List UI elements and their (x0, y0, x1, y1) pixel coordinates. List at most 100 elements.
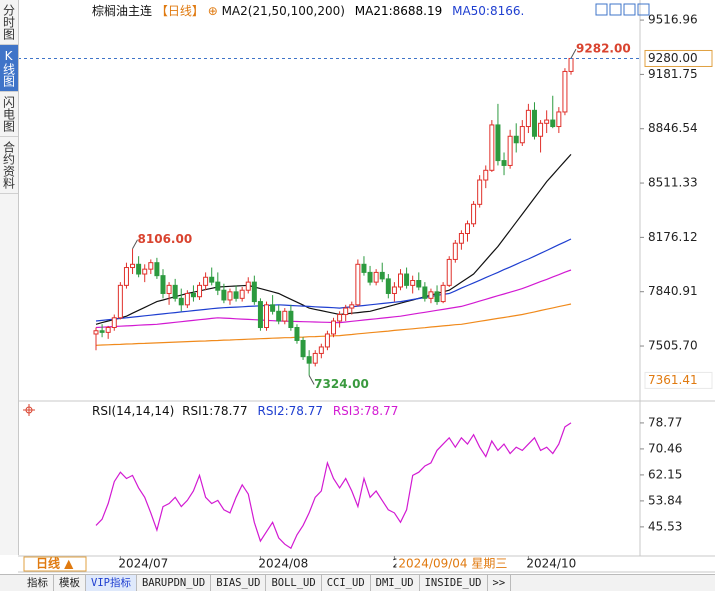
candle-body (117, 284, 123, 319)
candle-body (391, 286, 397, 294)
toolbar-icons[interactable] (595, 3, 650, 16)
candle-body (550, 119, 556, 128)
icon-button[interactable] (595, 3, 608, 16)
chart: 棕榈油主连 【日线】 ⊕ MA2(21,50,100,200) MA21:868… (18, 0, 715, 573)
cursor-date-box (396, 557, 521, 571)
candle-body (544, 119, 550, 124)
candle-body (337, 314, 343, 322)
candle-body (367, 271, 373, 283)
x-tick-label: 2 (392, 557, 400, 571)
candle-body (483, 169, 489, 181)
candle-body (270, 304, 276, 312)
candle-body (130, 263, 136, 269)
side-tab[interactable]: 闪电图 (0, 92, 18, 137)
cursor-date: 2024/09/04 星期三 (398, 557, 507, 571)
y-tick-label: 9181.75 (648, 67, 698, 81)
candle-body (276, 310, 282, 322)
candle-body (93, 330, 99, 335)
candle-body (513, 135, 519, 144)
candle-body (312, 352, 318, 364)
candle-body (507, 135, 513, 166)
last-price-label: 9280.00 (648, 51, 698, 65)
candle-body (233, 291, 239, 299)
candle-body (489, 124, 495, 171)
indicator-tab[interactable]: VIP指标 (86, 575, 137, 591)
indicator-tab[interactable]: INSIDE_UD (420, 575, 488, 591)
icon-button[interactable] (623, 3, 636, 16)
candle-body (471, 203, 477, 225)
bottom-tabs: 指标 模板 VIP指标 BARUPDN_UD BIAS_UD BOLL_UD CCI_UD D… (0, 574, 715, 591)
candle-body (294, 327, 300, 341)
crosshair-price-box (644, 371, 713, 389)
candle-body (288, 310, 294, 329)
annotation: 7324.00 (314, 377, 369, 391)
y-tick-label: 8511.33 (648, 176, 698, 190)
indicator-tab[interactable]: CCI_UD (322, 575, 371, 591)
candle-body (556, 111, 562, 128)
indicator-tab[interactable]: DMI_UD (371, 575, 420, 591)
period-button-frame[interactable] (23, 556, 87, 572)
y-tick-label: 78.77 (648, 415, 682, 429)
candle-body (404, 273, 410, 286)
candle-body (452, 242, 458, 260)
candle-body (239, 289, 245, 299)
candle-body (416, 280, 422, 288)
x-tick-label: 2024/07 (118, 557, 168, 571)
annotation-leader (570, 48, 577, 59)
indicator-tab[interactable]: 模板 (54, 575, 86, 591)
candle-body (264, 304, 270, 329)
candle-body (245, 281, 251, 291)
candle-body (531, 109, 537, 137)
rsi-icon (23, 404, 35, 416)
candle-body (446, 258, 452, 286)
candle-body (373, 271, 379, 283)
candle-body (136, 263, 142, 275)
candle-body (160, 275, 166, 294)
candle-body (464, 223, 470, 235)
symbol: 棕榈油主连 (92, 3, 152, 18)
candle-body (215, 281, 221, 291)
period: 【日线】 (156, 4, 204, 18)
candle-body (306, 356, 312, 364)
y-tick-label: 7840.91 (648, 284, 698, 298)
y-tick-label: 9516.96 (648, 13, 698, 27)
candle-body (434, 291, 440, 303)
y-tick-label: 7505.70 (648, 339, 698, 353)
annotation-leader (132, 239, 138, 249)
annotation: 8106.00 (138, 232, 193, 246)
candle-body (428, 291, 434, 299)
candle-body (123, 267, 129, 286)
candle-body (300, 339, 306, 358)
candle-body (440, 284, 446, 303)
y-tick-label: 8176.12 (648, 230, 698, 244)
indicator-tab[interactable]: >> (488, 575, 512, 591)
side-tab[interactable]: 合约资料 (0, 137, 18, 194)
ma-params: MA2(21,50,100,200) (222, 4, 345, 18)
indicator-tab[interactable]: 指标 (22, 575, 54, 591)
indicator-tab[interactable]: BARUPDN_UD (137, 575, 212, 591)
candle-body (324, 333, 330, 348)
candle-body (562, 70, 568, 113)
rsi-title: RSI(14,14,14) (92, 404, 174, 418)
candle-body (257, 301, 263, 329)
candle-body (355, 263, 361, 306)
period-button[interactable]: 日线 ▲ (36, 556, 74, 571)
indicator-tab[interactable]: BOLL_UD (266, 575, 322, 591)
y-tick-label: 53.84 (648, 493, 682, 507)
y-tick-label: 70.46 (648, 441, 682, 455)
indicator-tab[interactable]: BIAS_UD (211, 575, 267, 591)
candle-body (148, 262, 154, 270)
icon-button[interactable] (609, 3, 622, 16)
side-tab[interactable]: 分时图 (0, 0, 18, 45)
candle-body (282, 310, 288, 322)
candle-body (111, 317, 117, 329)
candle-body (477, 179, 483, 205)
side-tab[interactable]: K线图 (0, 45, 18, 92)
candle-body (349, 304, 355, 309)
x-tick-label: 2024/08 (258, 557, 308, 571)
candle-body (458, 233, 464, 244)
candle-body (172, 284, 178, 299)
icon-button[interactable] (637, 3, 650, 16)
candle-body (519, 126, 525, 144)
candle-body (331, 320, 337, 335)
